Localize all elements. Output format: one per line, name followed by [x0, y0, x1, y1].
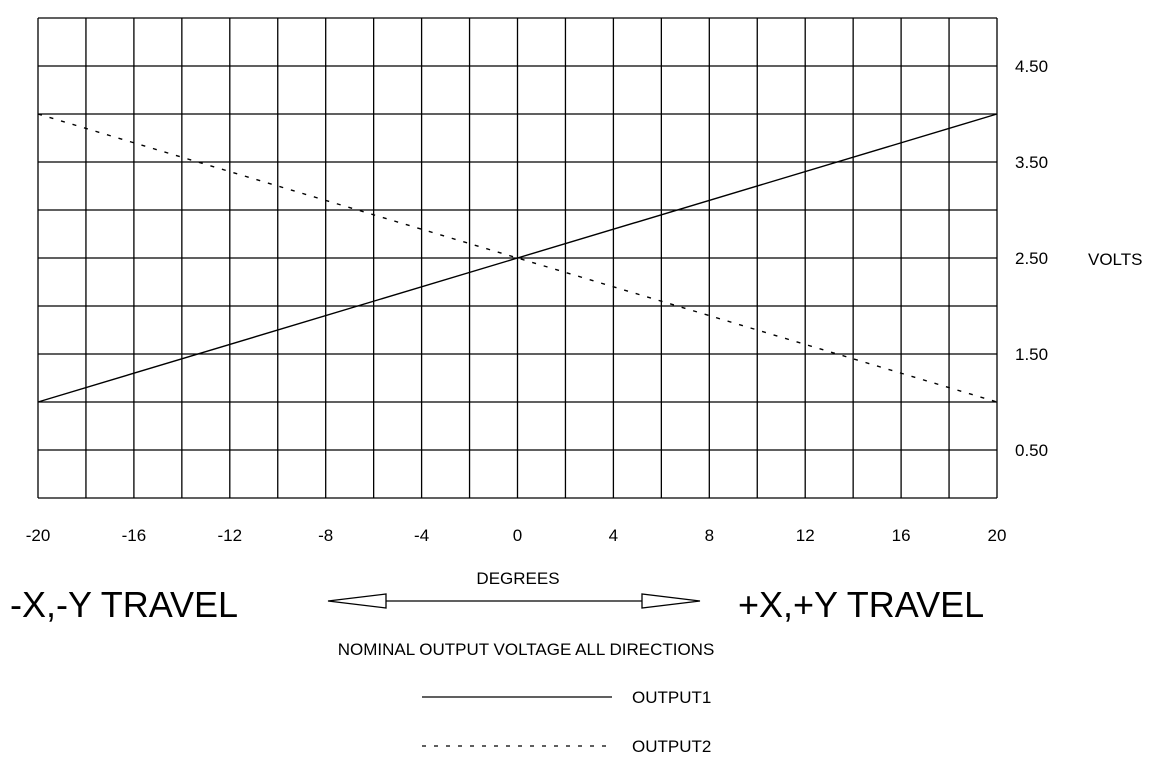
travel-arrow: [327, 593, 701, 609]
x-tick-label: -12: [218, 526, 243, 545]
left-arrowhead: [327, 593, 387, 609]
legend-label-output2: OUTPUT2: [632, 737, 711, 756]
chart-title: NOMINAL OUTPUT VOLTAGE ALL DIRECTIONS: [338, 640, 715, 659]
left-travel-label: -X,-Y TRAVEL: [10, 584, 238, 625]
series-lines: [37, 113, 998, 403]
y-tick-label: 4.50: [1015, 57, 1048, 76]
right-arrowhead: [641, 593, 701, 609]
y-axis-label: VOLTS: [1088, 250, 1142, 269]
x-tick-labels: -20 -16 -12 -8 -4 0 4 8 12 16 20: [26, 526, 1007, 545]
x-tick-label: 16: [892, 526, 911, 545]
x-axis-label: DEGREES: [476, 569, 559, 588]
x-tick-label: -16: [122, 526, 147, 545]
x-tick-label: 8: [705, 526, 714, 545]
y-tick-label: 0.50: [1015, 441, 1048, 460]
y-tick-label: 2.50: [1015, 249, 1048, 268]
y-tick-labels: 0.50 1.50 2.50 3.50 4.50: [1015, 57, 1048, 460]
x-tick-label: 12: [796, 526, 815, 545]
legend-label-output1: OUTPUT1: [632, 688, 711, 707]
x-tick-label: -8: [318, 526, 333, 545]
x-tick-label: -4: [414, 526, 429, 545]
x-tick-label: 0: [513, 526, 522, 545]
y-tick-label: 1.50: [1015, 345, 1048, 364]
legend: OUTPUT1 OUTPUT2: [422, 688, 711, 756]
x-tick-label: 4: [609, 526, 618, 545]
x-tick-label: -20: [26, 526, 51, 545]
right-travel-label: +X,+Y TRAVEL: [738, 584, 984, 625]
x-tick-label: 20: [988, 526, 1007, 545]
y-tick-label: 3.50: [1015, 153, 1048, 172]
series-line-output1: [37, 113, 998, 403]
